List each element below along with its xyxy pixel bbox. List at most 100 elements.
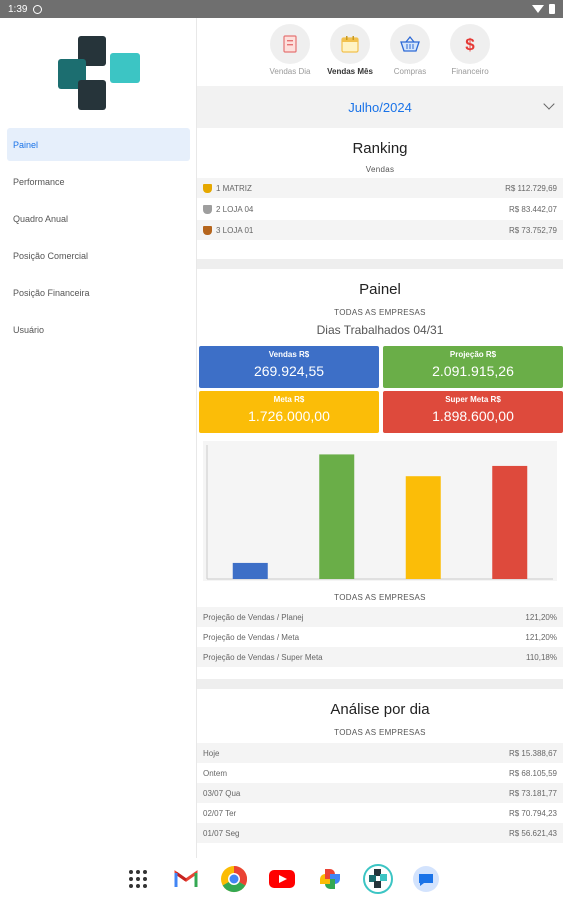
painel-title: Painel [359,281,401,298]
month-value: Julho/2024 [348,99,412,115]
top-navigation: Vendas Dia Vendas Mês Compras $ Financei… [197,18,563,86]
dollar-icon: $ [465,35,475,54]
ranking-row: 1 MATRIZ R$ 112.729,69 [197,178,563,199]
ranking-title: Ranking [352,140,408,157]
ranking-list: 1 MATRIZ R$ 112.729,69 2 LOJA 04 R$ 83.4… [197,178,563,241]
tab-financeiro[interactable]: $ Financeiro [445,24,495,86]
trophy-icon [203,225,212,235]
painel-company: TODAS AS EMPRESAS [334,308,426,317]
document-icon [283,35,297,53]
sidebar-item-quadro-anual[interactable]: Quadro Anual [7,202,190,235]
gmail-icon[interactable] [171,864,201,894]
day-row: 01/07 Seg R$ 56.621,43 [197,823,563,843]
bar-chart [203,441,557,581]
day-row: Ontem R$ 68.105,59 [197,763,563,783]
sidebar-item-posicao-comercial[interactable]: Posição Comercial [7,239,190,272]
sidebar-item-label: Posição Financeira [13,287,90,298]
chrome-icon[interactable] [219,864,249,894]
month-selector[interactable]: Julho/2024 [197,86,563,128]
bar-vendas [232,562,268,579]
day-value: R$ 15.388,67 [508,748,557,758]
stat-label: Projeção de Vendas / Planej [203,612,304,622]
day-value: R$ 73.181,77 [508,788,557,798]
tab-vendas-dia[interactable]: Vendas Dia [265,24,315,86]
stat-label: Projeção de Vendas / Meta [203,632,300,642]
app-dock [0,858,563,900]
messages-icon[interactable] [411,864,441,894]
navcircle [390,24,430,64]
sidebar-item-posicao-financeira[interactable]: Posição Financeira [7,276,190,309]
tab-label: Vendas Dia [269,67,311,76]
tab-compras[interactable]: Compras [385,24,435,86]
stat-row: Projeção de Vendas / Planej 121,20% [197,607,563,627]
ranking-value: R$ 73.752,79 [508,225,557,235]
app-logo [55,36,143,110]
day-label: 03/07 Qua [203,788,241,798]
day-row: 03/07 Qua R$ 73.181,77 [197,783,563,803]
ranking-row: 2 LOJA 04 R$ 83.442,07 [197,199,563,220]
analise-title: Análise por dia [330,701,430,718]
bar-chart-svg [206,445,553,580]
trophy-icon [203,183,212,193]
stat-row: Projeção de Vendas / Meta 121,20% [197,627,563,647]
section-divider [197,679,563,689]
ranking-value: R$ 83.442,07 [508,204,557,214]
day-row: 02/07 Ter R$ 70.794,23 [197,803,563,823]
tab-label: Compras [393,67,427,76]
kpi-projecao: Projeção R$ 2.091.915,26 [383,346,563,388]
sidebar-item-painel[interactable]: Painel [7,128,190,161]
chart-company: TODAS AS EMPRESAS [334,593,426,602]
kpi-value: 269.924,55 [253,363,325,379]
sidebar-menu: Painel Performance Quadro Anual Posição … [0,128,197,350]
calendar-icon [341,36,359,53]
painel-section: Painel TODAS AS EMPRESAS Dias Trabalhado… [197,269,563,667]
svg-text:$: $ [465,35,475,54]
ranking-value: R$ 112.729,69 [505,183,557,193]
sidebar-item-label: Posição Comercial [13,250,89,261]
status-bar: 1:39 [0,0,563,18]
sidebar-item-label: Painel [13,139,39,150]
photos-icon[interactable] [315,864,345,894]
day-label: Ontem [203,768,228,778]
app-logo-icon[interactable] [362,864,393,894]
kpi-value: 1.898.600,00 [432,408,514,424]
stat-label: Projeção de Vendas / Super Meta [203,652,323,662]
sidebar-item-label: Quadro Anual [13,213,69,224]
main-content: Vendas Dia Vendas Mês Compras $ Financei… [197,18,563,858]
kpi-vendas: Vendas R$ 269.924,55 [199,346,379,388]
ranking-position: 1 MATRIZ [216,183,252,193]
kpi-super-meta: Super Meta R$ 1.898.600,00 [383,391,563,433]
kpi-label: Super Meta R$ [445,395,501,404]
stats-list: Projeção de Vendas / Planej 121,20% Proj… [197,607,563,667]
analise-company: TODAS AS EMPRESAS [334,728,426,737]
apps-icon[interactable] [123,864,153,894]
sidebar: Painel Performance Quadro Anual Posição … [0,18,197,858]
day-row: Hoje R$ 15.388,67 [197,743,563,763]
day-value: R$ 68.105,59 [508,768,557,778]
tab-vendas-mes[interactable]: Vendas Mês [325,24,375,86]
bar-proje-o [319,454,355,579]
day-label: 02/07 Ter [203,808,237,818]
ranking-section: Ranking Vendas 1 MATRIZ R$ 112.729,69 2 … [197,128,563,241]
sidebar-item-performance[interactable]: Performance [7,165,190,198]
kpi-label: Meta R$ [273,395,305,404]
stat-row: Projeção de Vendas / Super Meta 110,18% [197,647,563,667]
battery-icon [549,4,555,14]
kpi-grid: Vendas R$ 269.924,55 Projeção R$ 2.091.9… [197,346,563,433]
tab-label: Vendas Mês [327,67,373,76]
kpi-value: 1.726.000,00 [248,408,330,424]
ranking-position: 2 LOJA 04 [216,204,254,214]
stat-value: 110,18% [526,652,557,662]
ranking-row: 3 LOJA 01 R$ 73.752,79 [197,220,563,241]
bar-super-meta [492,465,528,579]
navcircle: $ [450,24,490,64]
youtube-icon[interactable] [267,864,297,894]
sidebar-item-usuario[interactable]: Usuário [7,313,190,346]
ranking-position: 3 LOJA 01 [216,225,254,235]
stat-value: 121,20% [525,632,557,642]
stat-value: 121,20% [525,612,557,622]
navcircle [270,24,310,64]
day-value: R$ 56.621,43 [508,828,557,838]
basket-icon [400,35,420,52]
ranking-subtitle: Vendas [365,165,395,174]
